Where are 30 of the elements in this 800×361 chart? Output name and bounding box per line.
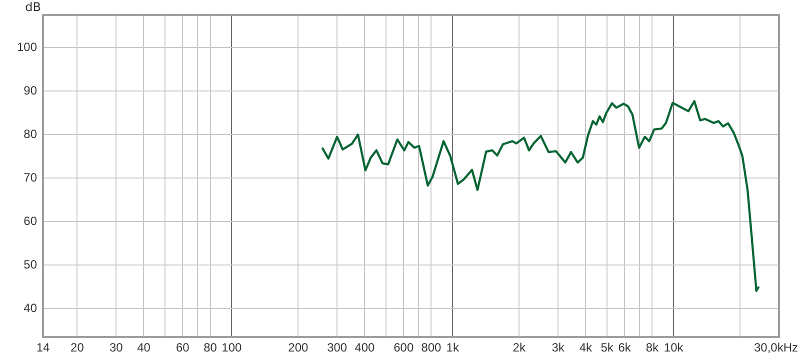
x-tick-label: 300 <box>327 340 348 354</box>
y-tick-label: 100 <box>16 40 38 54</box>
x-tick-label: 30 <box>109 340 124 354</box>
x-tick-label: 2k <box>512 340 526 354</box>
y-tick-label: 40 <box>24 301 38 316</box>
x-tick-label: 600 <box>394 340 414 354</box>
x-tick-label: 14 <box>36 340 50 354</box>
x-axis-title: Hz <box>783 340 798 354</box>
x-tick-label: 40 <box>137 340 151 354</box>
x-tick-label: 1k <box>446 340 460 354</box>
y-tick-label: 70 <box>24 170 38 184</box>
x-tick-label: 100 <box>222 340 242 354</box>
x-tick-label: 200 <box>288 340 309 354</box>
x-tick-label: 80 <box>204 340 218 354</box>
x-tick-label: 4k <box>579 340 593 354</box>
x-tick-label: 3k <box>552 340 566 354</box>
x-tick-label: 6k <box>618 340 632 354</box>
y-tick-label: 50 <box>24 258 38 272</box>
x-tick-label: 5k <box>600 340 614 354</box>
x-tick-label: 800 <box>421 340 442 354</box>
y-tick-label: 90 <box>24 83 38 98</box>
x-tick-label: 20 <box>70 340 84 354</box>
x-tick-label: 10k <box>664 340 684 354</box>
x-tick-label: 8k <box>646 340 660 354</box>
y-tick-label: 80 <box>24 126 38 141</box>
x-tick-label: 30,0k <box>754 340 784 354</box>
x-tick-label: 60 <box>176 340 190 354</box>
y-axis-title: dB <box>25 0 41 14</box>
x-tick-label: 400 <box>354 340 376 354</box>
y-tick-label: 60 <box>24 214 38 228</box>
